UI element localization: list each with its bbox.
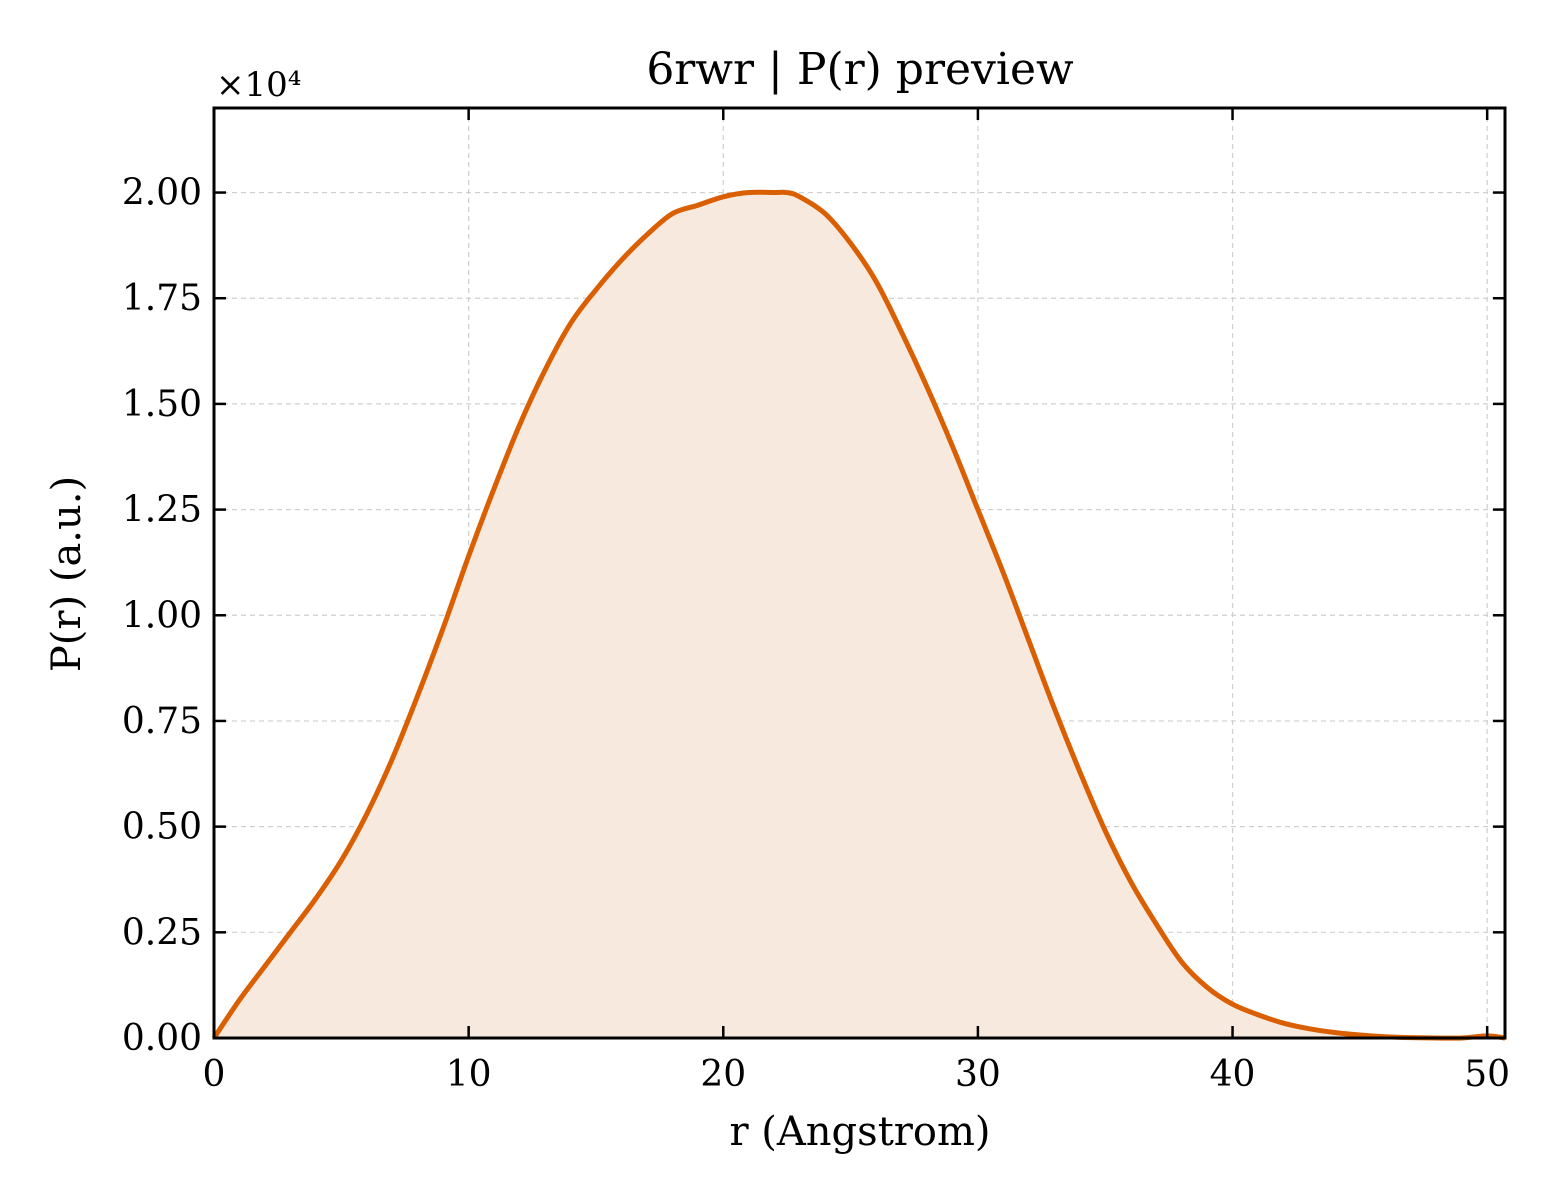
pr-area-fill <box>214 192 1505 1039</box>
axis-ticks: 0 10 20 30 40 50 0.00 0.25 0.50 0.75 1.00 1.25 1.50 1… <box>122 108 1510 1095</box>
y-tick-label: 0.25 <box>122 912 202 953</box>
y-tick-label: 0.50 <box>122 807 202 848</box>
y-axis-offset-label: ×10⁴ <box>216 65 301 105</box>
x-tick-label: 50 <box>1464 1054 1510 1095</box>
y-tick-label: 1.00 <box>122 595 202 636</box>
plot-frame <box>212 106 1507 1040</box>
y-tick-label: 1.50 <box>122 384 202 425</box>
pr-line <box>211 189 1506 1041</box>
x-tick-label: 40 <box>1210 1054 1256 1095</box>
y-tick-label: 2.00 <box>122 173 202 214</box>
x-tick-label: 20 <box>700 1054 746 1095</box>
y-axis-label: P(r) (a.u.) <box>44 476 90 672</box>
y-tick-label: 1.75 <box>122 278 202 319</box>
y-tick-label: 1.25 <box>122 490 202 531</box>
x-tick-label: 0 <box>203 1054 226 1095</box>
x-axis-label: r (Angstrom) <box>729 1109 990 1155</box>
y-tick-label: 0.00 <box>122 1018 202 1059</box>
x-tick-label: 30 <box>955 1054 1001 1095</box>
y-tick-label: 0.75 <box>122 701 202 742</box>
x-tick-label: 10 <box>446 1054 492 1095</box>
chart-title: 6rwr | P(r) preview <box>646 44 1074 95</box>
